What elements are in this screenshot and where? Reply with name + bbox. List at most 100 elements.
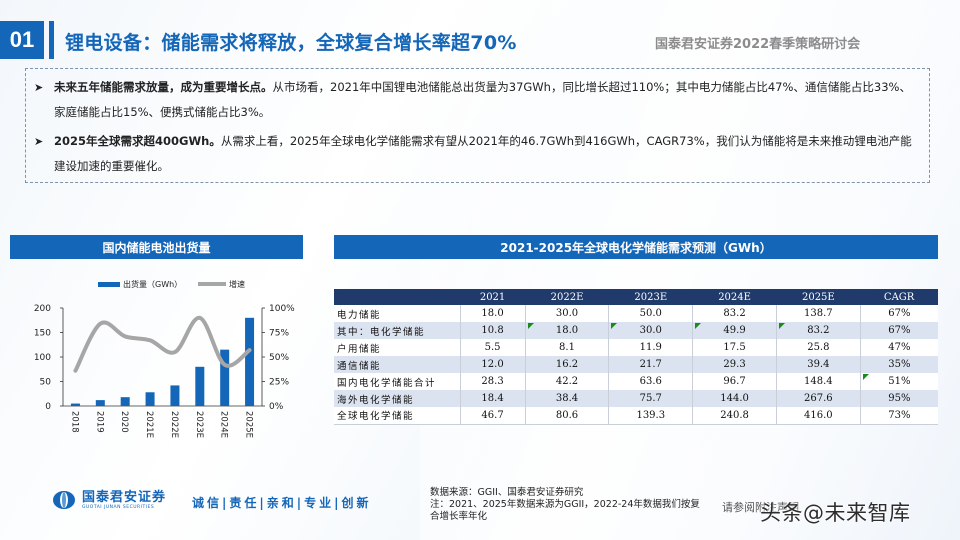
summary-bullet: ➤ 2025年全球需求超400GWh。从需求上看，2025年全球电化学储能需求有…	[34, 129, 919, 179]
section-divider-bar	[49, 21, 54, 59]
x-tick: 2025E	[244, 411, 254, 438]
table-row: 海外电化学储能 18.4 38.4 75.7 144.0 267.6 95%	[334, 390, 938, 407]
y-right-tick: 25%	[269, 378, 289, 388]
table-cell: 83.2	[776, 322, 861, 339]
table-cell: 35%	[860, 356, 938, 373]
table-cell: 42.2	[525, 373, 610, 390]
table-row: 户用储能 5.5 8.1 11.9 17.5 25.8 47%	[334, 339, 938, 356]
table-panel-title: 2021-2025年全球电化学储能需求预测（GWh）	[334, 235, 938, 259]
table-cell: 8.1	[525, 339, 610, 356]
table-cell: 10.8	[460, 322, 526, 339]
table-cell: 148.4	[776, 373, 861, 390]
table-cell: 30.0	[525, 305, 610, 322]
bar	[120, 397, 130, 406]
table-header-row: 2021 2022E 2023E 2024E 2025E CAGR	[334, 289, 938, 305]
table-cell: 12.0	[460, 356, 526, 373]
table-row: 电力储能 18.0 30.0 50.0 83.2 138.7 67%	[334, 305, 938, 322]
bar	[220, 349, 230, 406]
x-tick: 2022E	[169, 411, 179, 438]
company-motto: 诚信|责任|亲和|专业|创新	[192, 496, 372, 510]
table-cell: 240.8	[692, 407, 777, 425]
table-cell: 95%	[860, 390, 938, 407]
x-tick: 2021E	[144, 411, 154, 438]
summary-box: ➤ 未来五年储能需求放量，成为重要增长点。从市场看，2021年中国锂电池储能总出…	[25, 68, 930, 183]
table-cell: 16.2	[525, 356, 610, 373]
table-cell: 25.8	[776, 339, 861, 356]
arrow-bullet-icon: ➤	[34, 81, 44, 94]
table-cell: 51%	[860, 373, 938, 390]
legend-label: 出货量（GWh）	[123, 279, 182, 289]
column-header: 2023E	[608, 289, 693, 305]
x-tick: 2020	[119, 411, 129, 433]
table-cell: 416.0	[776, 407, 861, 425]
x-tick: 2023E	[194, 411, 204, 438]
bar	[170, 385, 180, 406]
table-cell: 47%	[860, 339, 938, 356]
combo-chart-svg: 出货量（GWh） 增速 0 50 100 150 200 0% 25% 50% 75% 100% 201…	[34, 279, 295, 438]
table-cell: 30.0	[608, 322, 694, 339]
comment-flag-icon	[611, 323, 618, 329]
comment-flag-icon	[862, 374, 869, 380]
table-cell: 5.5	[460, 339, 526, 356]
row-label: 国内电化学储能合计	[334, 373, 461, 390]
bar	[145, 392, 155, 406]
table-cell: 21.7	[608, 356, 694, 373]
note-line: 注：2021、2025年数据来源为GGII，2022-24年数据我们按复	[430, 499, 700, 510]
table-row: 国内电化学储能合计 28.3 42.2 63.6 96.7 148.4 51%	[334, 373, 938, 390]
table-cell: 144.0	[692, 390, 777, 407]
table-cell: 63.6	[608, 373, 694, 390]
growth-line	[73, 315, 252, 373]
bar	[70, 403, 80, 406]
x-tick: 2019	[94, 411, 104, 433]
table-cell: 18.4	[460, 390, 526, 407]
row-label: 全球电化学储能	[334, 407, 461, 425]
company-logo: 国泰君安证券 GUOTAI JUNAN SECURITIES	[52, 490, 166, 510]
table-cell: 18.0	[460, 305, 526, 322]
column-header: CAGR	[860, 289, 938, 305]
cell-value: 83.2	[807, 325, 830, 336]
row-label: 其中：电化学储能	[334, 322, 461, 339]
y-left-tick: 150	[34, 329, 51, 339]
table-row: 全球电化学储能 46.7 80.6 139.3 240.8 416.0 73%	[334, 407, 938, 425]
section-number-badge: 01	[0, 21, 44, 59]
comment-flag-icon	[778, 323, 785, 329]
page-title: 锂电设备：储能需求将释放，全球复合增长率超70%	[65, 32, 517, 54]
y-left-tick: 50	[40, 378, 52, 388]
brand-event-title: 国泰君安证券2022春季策略研讨会	[655, 37, 861, 52]
x-tick: 2018	[69, 411, 79, 433]
table-cell: 18.0	[525, 322, 610, 339]
comment-flag-icon	[695, 323, 702, 329]
table-cell: 83.2	[692, 305, 777, 322]
cell-value: 30.0	[639, 325, 662, 336]
bullet-headline: 未来五年储能需求放量，成为重要增长点。	[54, 80, 273, 94]
table-cell: 28.3	[460, 373, 526, 390]
table-cell: 267.6	[776, 390, 861, 407]
shipment-chart: 出货量（GWh） 增速 0 50 100 150 200 0% 25% 50% 75% 100% 201…	[10, 262, 310, 452]
table-cell: 29.3	[692, 356, 777, 373]
cell-value: 18.0	[555, 325, 579, 336]
source-line: 数据来源：GGII、国泰君安证券研究	[430, 487, 584, 498]
table-cell: 139.3	[608, 407, 694, 425]
logo-icon	[52, 490, 76, 510]
source-footnote: 数据来源：GGII、国泰君安证券研究 注：2021、2025年数据来源为GGII…	[430, 487, 700, 523]
bullet-headline: 2025年全球需求超400GWh。	[54, 134, 221, 148]
y-left-tick: 100	[34, 353, 51, 363]
column-header	[334, 289, 460, 305]
table-cell: 138.7	[776, 305, 861, 322]
column-header: 2021	[460, 289, 526, 305]
bullet-text: 从需求上看，2025年全球电化学储能需求有望从2021年的46.7GWh到416…	[54, 134, 912, 173]
note-line: 合增长率年化	[430, 511, 488, 522]
watermark: 头条@未来智库	[760, 501, 911, 525]
column-header: 2025E	[776, 289, 861, 305]
table-cell: 67%	[860, 305, 938, 322]
table-cell: 49.9	[692, 322, 777, 339]
logo-text-cn: 国泰君安证券	[82, 489, 167, 505]
table-cell: 67%	[860, 322, 938, 339]
demand-forecast-table: 2021 2022E 2023E 2024E 2025E CAGR 电力储能 18…	[334, 289, 938, 425]
table-cell: 75.7	[608, 390, 694, 407]
legend-line-swatch	[198, 282, 226, 286]
column-header: 2022E	[525, 289, 609, 305]
x-tick: 2024E	[219, 411, 229, 438]
arrow-bullet-icon: ➤	[34, 135, 44, 148]
table-row: 通信储能 12.0 16.2 21.7 29.3 39.4 35%	[334, 356, 938, 373]
